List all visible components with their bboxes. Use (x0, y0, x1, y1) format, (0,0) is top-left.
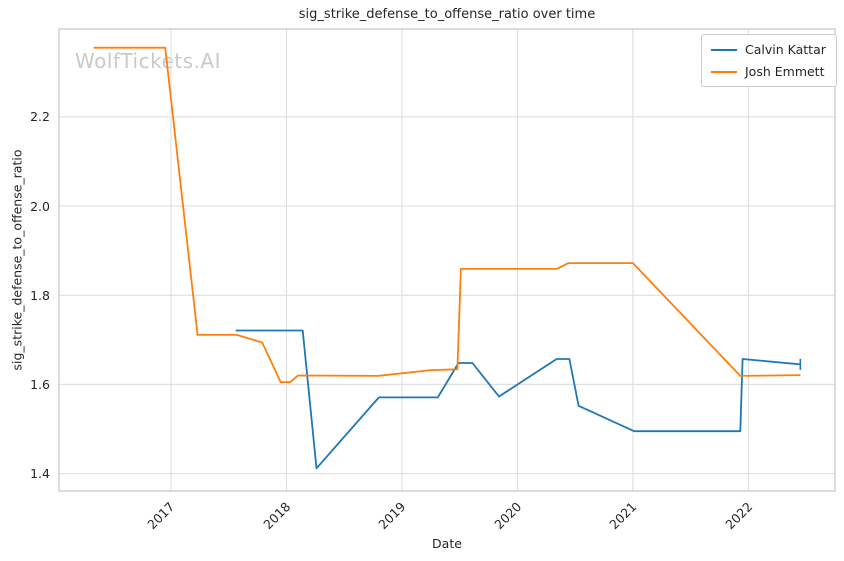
series-line-josh-emmett (93, 46, 801, 384)
y-tick-label: 1.6 (30, 376, 50, 392)
legend-line-swatch-josh-emmett (711, 70, 737, 73)
legend-line-swatch-calvin-kattar (711, 48, 737, 51)
legend-label-calvin-kattar: Calvin Kattar (745, 42, 826, 57)
legend-entry-calvin-kattar: Calvin Kattar (711, 42, 826, 57)
watermark: WolfTickets.AI (75, 49, 221, 73)
plot-box-spines (58, 28, 836, 492)
chart-title: sig_strike_defense_to_offense_ratio over… (298, 7, 596, 22)
y-tick-label: 1.8 (30, 287, 50, 303)
y-tick-label: 1.4 (30, 466, 50, 482)
y-axis-label: sig_strike_defense_to_offense_ratio (9, 149, 25, 371)
series-line-calvin-kattar (235, 329, 801, 470)
x-axis-label: Date (432, 536, 462, 551)
legend-label-josh-emmett: Josh Emmett (745, 64, 825, 79)
y-tick-label: 2.2 (30, 109, 50, 125)
y-tick-label: 2.0 (30, 198, 50, 214)
legend: Calvin Kattar Josh Emmett (701, 34, 837, 87)
legend-entry-josh-emmett: Josh Emmett (711, 64, 826, 79)
